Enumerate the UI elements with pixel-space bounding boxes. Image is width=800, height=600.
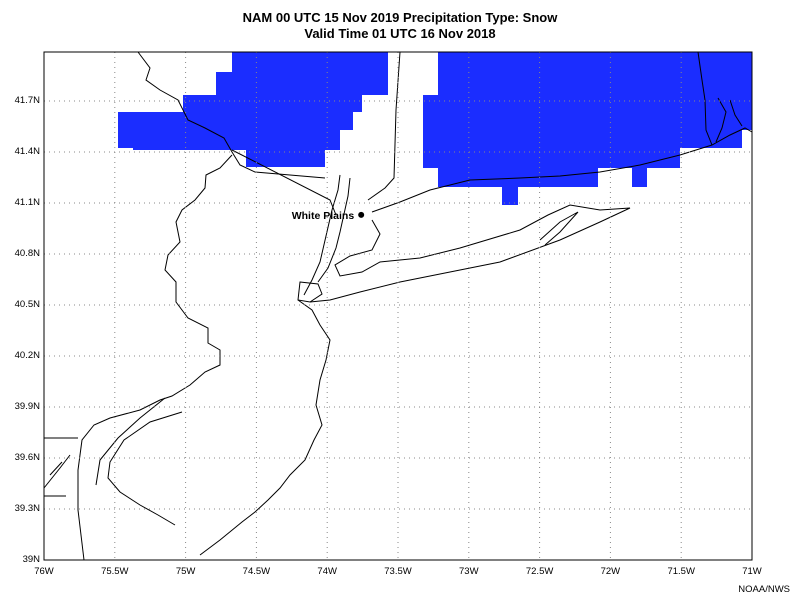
lat-tick-label: 39.6N bbox=[14, 452, 40, 463]
narragansett-bay bbox=[715, 97, 743, 143]
snow-region-east bbox=[423, 52, 752, 205]
snow-area bbox=[118, 52, 752, 205]
map-title-line2: Valid Time 01 UTC 16 Nov 2018 bbox=[304, 26, 496, 41]
delaware-river-lower bbox=[107, 411, 183, 526]
city-marker bbox=[358, 211, 365, 218]
lat-tick-label: 40.2N bbox=[14, 350, 40, 361]
ny-nj-border bbox=[231, 149, 337, 216]
lon-tick-label: 73W bbox=[459, 566, 479, 577]
hudson-river-east bbox=[317, 177, 351, 283]
credit-label: NOAA/NWS bbox=[738, 584, 790, 595]
lon-tick-label: 71.5W bbox=[667, 566, 695, 577]
lon-tick-label: 72W bbox=[600, 566, 621, 577]
city-label: White Plains bbox=[292, 210, 355, 222]
map-title-line1: NAM 00 UTC 15 Nov 2019 Precipitation Typ… bbox=[242, 10, 558, 25]
lat-lon-gridlines bbox=[44, 52, 752, 560]
lat-tick-label: 41.7N bbox=[14, 95, 40, 106]
lat-tick-label: 40.5N bbox=[14, 299, 40, 310]
snow-region-west bbox=[118, 52, 388, 167]
lat-tick-label: 41.4N bbox=[14, 146, 40, 157]
chesapeake-inlets bbox=[43, 454, 71, 497]
lon-tick-label: 73.5W bbox=[384, 566, 412, 577]
ny-pa-border bbox=[137, 51, 326, 179]
ct-coast bbox=[371, 127, 753, 213]
ct-ri-border bbox=[697, 51, 713, 146]
map-frame bbox=[43, 51, 753, 561]
lon-tick-label: 72.5W bbox=[525, 566, 554, 577]
ny-ct-border bbox=[367, 51, 401, 201]
long-island-bay bbox=[539, 211, 579, 246]
lon-tick-label: 74W bbox=[317, 566, 337, 577]
lon-tick-label: 71W bbox=[742, 566, 762, 577]
lon-tick-label: 75W bbox=[175, 566, 196, 577]
nj-pa-river bbox=[77, 154, 233, 561]
lat-tick-label: 39.9N bbox=[14, 401, 40, 412]
long-island-north bbox=[309, 204, 631, 303]
lat-tick-label: 39N bbox=[22, 554, 40, 565]
nj-coast bbox=[199, 299, 331, 556]
lat-tick-label: 41.1N bbox=[14, 197, 40, 208]
coastlines-and-borders bbox=[43, 51, 753, 561]
lon-tick-label: 75.5W bbox=[101, 566, 129, 577]
lon-tick-label: 74.5W bbox=[242, 566, 271, 577]
staten-island bbox=[297, 281, 323, 303]
lat-tick-label: 40.8N bbox=[14, 248, 40, 259]
lat-tick-label: 39.3N bbox=[14, 503, 40, 514]
hudson-river-west bbox=[303, 174, 341, 296]
lon-tick-label: 76W bbox=[34, 566, 54, 577]
delaware-bay-inner bbox=[95, 397, 166, 486]
